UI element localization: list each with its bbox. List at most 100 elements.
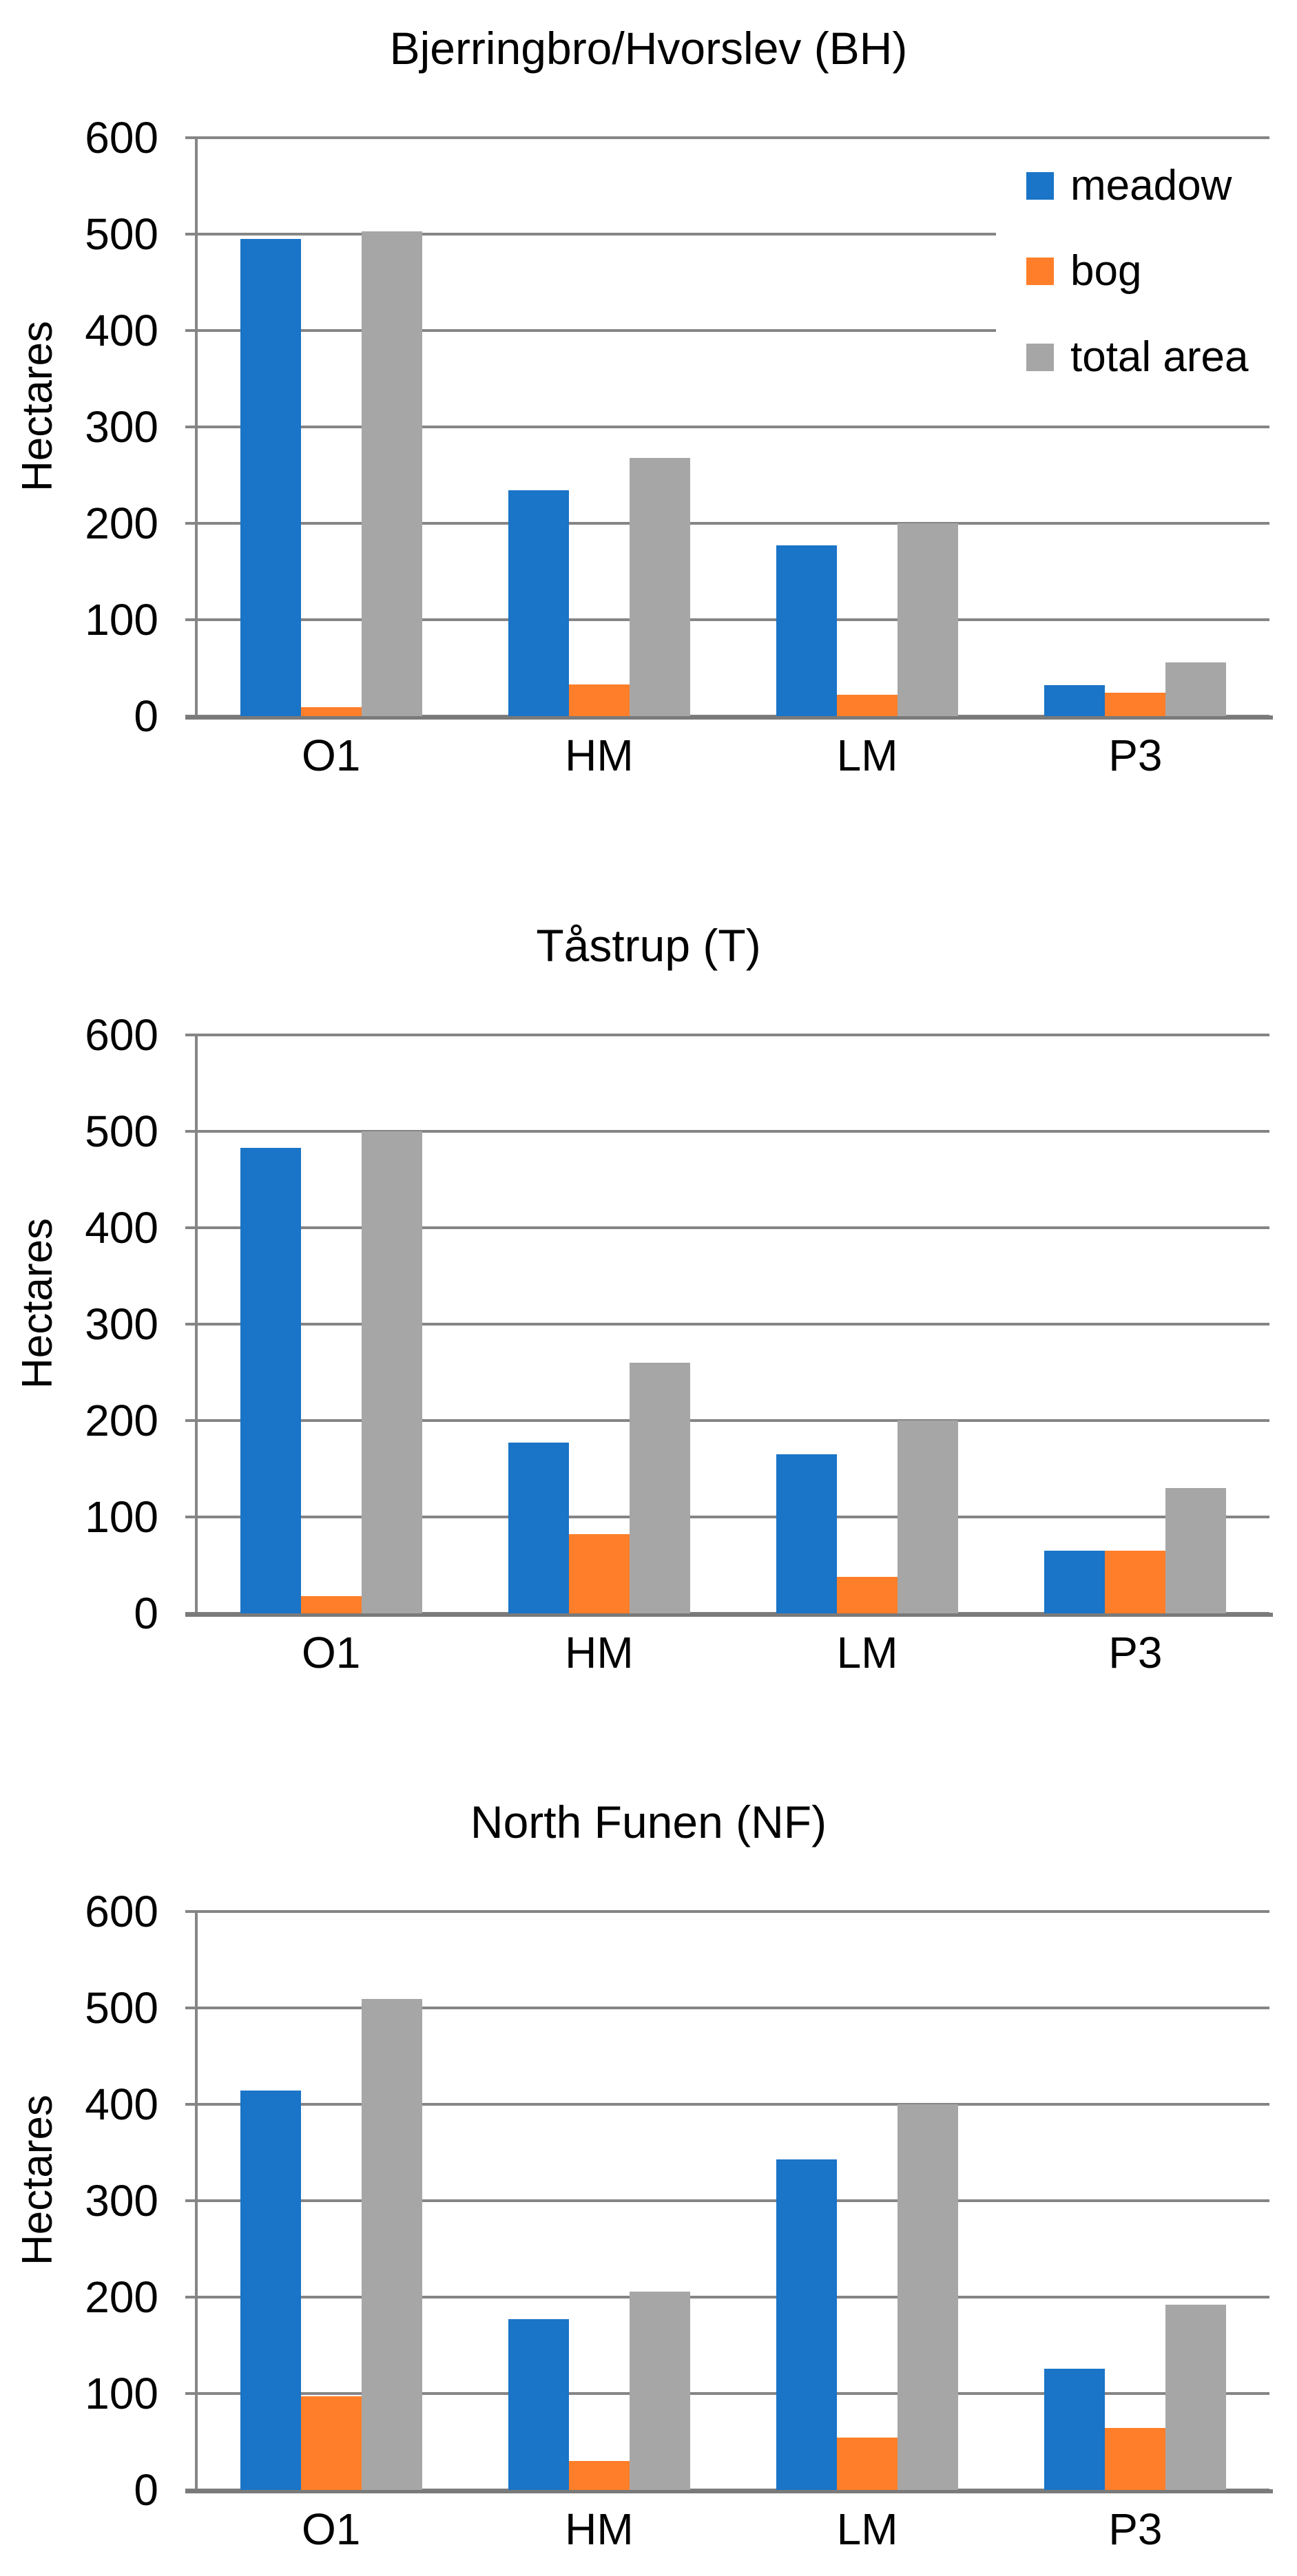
bar-HM-meadow (508, 2319, 569, 2490)
ytick-600: 600 (85, 1010, 158, 1060)
x-axis-line (185, 1613, 1273, 1617)
xtick-HM: HM (565, 2504, 634, 2554)
xtick-LM: LM (836, 1628, 898, 1677)
bar-LM-bog (837, 1576, 898, 1613)
x-axis-line (185, 2489, 1273, 2493)
ytick-200: 200 (85, 499, 158, 548)
bar-P3-bog (1105, 1551, 1166, 1613)
bar-HM-meadow (508, 490, 569, 716)
xtick-P3: P3 (1108, 731, 1163, 780)
bar-P3-total-area (1165, 2305, 1227, 2490)
bar-LM-meadow (776, 1454, 838, 1613)
bar-O1-bog (300, 2396, 362, 2490)
xtick-P3: P3 (1108, 2504, 1163, 2554)
ytick-0: 0 (134, 2465, 158, 2515)
ytick-500: 500 (85, 1107, 158, 1156)
ytick-300: 300 (85, 402, 158, 452)
bar-HM-meadow (508, 1443, 569, 1613)
ytick-400: 400 (85, 2080, 158, 2129)
xtick-LM: LM (836, 731, 898, 780)
legend-label: total area (1070, 333, 1249, 381)
plot-area: 600 500 400 300 200 100 0 (85, 1013, 1273, 1635)
bar-HM-bog (568, 684, 630, 716)
xtick-O1: O1 (301, 1628, 361, 1677)
bar-O1-bog (300, 707, 362, 716)
gridline-600 (185, 1910, 1269, 1913)
bar-LM-total-area (897, 1421, 959, 1613)
legend-item-total-area: total area (996, 315, 1280, 399)
bar-LM-meadow (776, 2159, 838, 2490)
ytick-200: 200 (85, 2272, 158, 2322)
ytick-400: 400 (85, 1203, 158, 1253)
gridline-600 (185, 136, 1269, 139)
ytick-300: 300 (85, 1299, 158, 1349)
bar-P3-total-area (1165, 1488, 1227, 1613)
gridline-400 (185, 2103, 1269, 2106)
ytick-100: 100 (85, 1492, 158, 1542)
gridline-400 (185, 329, 1269, 332)
legend-swatch-meadow-icon (1026, 171, 1054, 200)
ytick-200: 200 (85, 1396, 158, 1445)
bar-LM-meadow (776, 545, 838, 716)
bar-LM-total-area (897, 2104, 959, 2490)
bar-P3-meadow (1044, 1551, 1106, 1613)
legend-swatch-total-area-icon (1026, 343, 1054, 371)
bar-P3-bog (1105, 2428, 1166, 2490)
legend-swatch-bog-icon (1026, 258, 1054, 285)
gridline-300 (185, 2199, 1269, 2202)
bar-HM-bog (568, 1534, 630, 1613)
ytick-0: 0 (134, 1589, 158, 1638)
gridline-100 (185, 2392, 1269, 2395)
ytick-300: 300 (85, 2176, 158, 2226)
chart-title: North Funen (NF) (470, 1797, 827, 1847)
x-axis-line (185, 715, 1273, 720)
ytick-600: 600 (85, 113, 158, 163)
plot-area: 600 500 400 300 200 100 0 (85, 1889, 1273, 2512)
bar-P3-meadow (1044, 685, 1106, 716)
xtick-HM: HM (565, 731, 634, 780)
bar-HM-total-area (629, 2291, 690, 2490)
bar-O1-meadow (240, 2091, 301, 2490)
bar-P3-meadow (1044, 2368, 1106, 2490)
gridline-400 (185, 1226, 1269, 1229)
xtick-LM: LM (836, 2504, 898, 2554)
ytick-500: 500 (85, 209, 158, 259)
bar-P3-bog (1105, 693, 1166, 716)
bar-O1-total-area (361, 1131, 422, 1613)
y-axis-line (195, 1912, 198, 2490)
y-axis-line (195, 138, 198, 716)
chart-north-funen: North Funen (NF) Hectares 600 500 400 300 20… (0, 1774, 1297, 2576)
ytick-500: 500 (85, 1983, 158, 2033)
gridline-200 (185, 522, 1269, 525)
gridline-200 (185, 2296, 1269, 2298)
legend: meadow bog total area (996, 143, 1280, 399)
bar-LM-bog (837, 2438, 898, 2490)
bar-O1-bog (300, 1595, 362, 1613)
bar-O1-meadow (240, 239, 301, 716)
gridline-200 (185, 1419, 1269, 1422)
gridline-100 (185, 1516, 1269, 1518)
chart-title: Tåstrup (T) (536, 920, 761, 971)
chart-tastrup: Tåstrup (T) Hectares 600 500 400 300 200 100 0… (0, 897, 1297, 1699)
bar-P3-total-area (1165, 662, 1227, 716)
gridline-300 (185, 426, 1269, 428)
xtick-O1: O1 (301, 731, 361, 780)
bar-O1-total-area (361, 231, 422, 716)
ytick-600: 600 (85, 1887, 158, 1936)
xtick-O1: O1 (301, 2504, 361, 2554)
legend-label: bog (1070, 247, 1142, 295)
xtick-P3: P3 (1108, 1628, 1163, 1677)
bar-O1-total-area (361, 1999, 422, 2490)
xtick-HM: HM (565, 1628, 634, 1677)
bar-O1-meadow (240, 1147, 301, 1613)
chart-bjerringbro-hvorslev: Bjerringbro/Hvorslev (BH) Hectares 600 50… (0, 0, 1297, 802)
bar-HM-total-area (629, 1363, 690, 1613)
gridline-300 (185, 1323, 1269, 1326)
y-axis-line (195, 1035, 198, 1613)
ytick-100: 100 (85, 2369, 158, 2418)
chart-title: Bjerringbro/Hvorslev (BH) (389, 23, 908, 74)
ytick-0: 0 (134, 691, 158, 741)
bar-LM-bog (837, 695, 898, 716)
bar-HM-total-area (629, 457, 690, 716)
gridline-500 (185, 2007, 1269, 2009)
